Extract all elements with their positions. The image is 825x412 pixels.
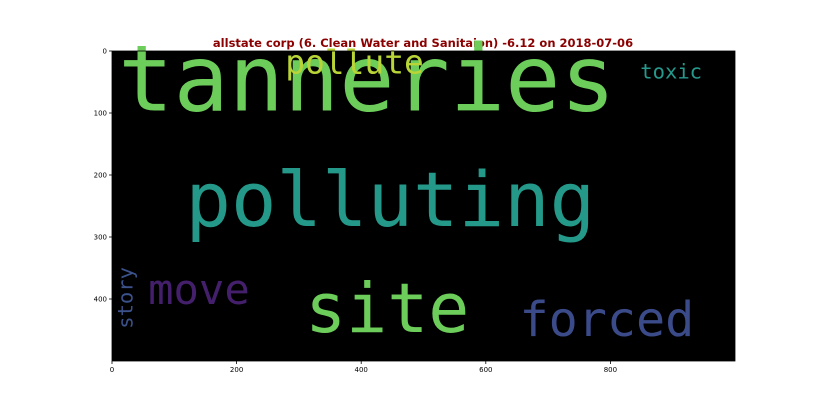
x-tick-label: 400 [355, 366, 368, 374]
y-tick-label: 300 [94, 234, 107, 242]
x-tick-label: 200 [230, 366, 243, 374]
plot-frame [111, 50, 736, 362]
word-forced: forced [519, 292, 694, 348]
chart-title: allstate corp (6. Clean Water and Sanita… [213, 36, 633, 50]
x-tick-label: 800 [604, 366, 617, 374]
x-tick-label: 0 [110, 366, 114, 374]
word-toxic: toxic [640, 59, 702, 83]
word-layer: tanneries polluting site forced move pollute t… [111, 26, 736, 362]
word-tanneries: tanneries [118, 26, 615, 133]
y-tick-label: 0 [103, 48, 107, 56]
y-tick-label: 100 [94, 110, 107, 118]
word-site: site [305, 270, 469, 349]
plot-area [112, 51, 735, 361]
word-pollute: pollute [285, 42, 424, 81]
x-tick-label: 600 [479, 366, 492, 374]
word-move: move [148, 265, 250, 314]
y-axis: 0 100 200 300 400 [94, 48, 112, 304]
x-axis: 0 200 400 600 800 [110, 361, 617, 374]
word-story: story [114, 267, 138, 329]
y-tick-label: 200 [94, 172, 107, 180]
word-polluting: polluting [186, 156, 596, 244]
y-tick-label: 400 [94, 296, 107, 304]
